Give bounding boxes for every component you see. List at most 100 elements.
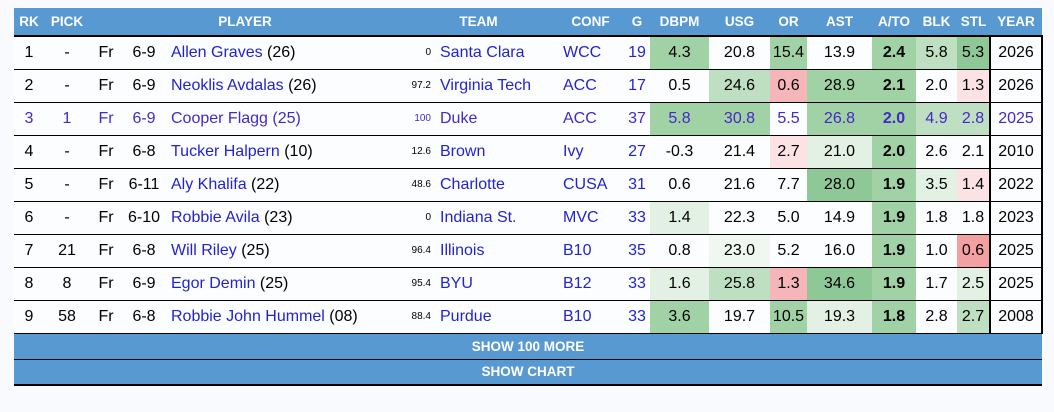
games-link[interactable]: 19: [628, 43, 646, 61]
rank-cell: 7: [14, 234, 44, 268]
team-cell: Charlotte: [434, 168, 557, 202]
height-cell: 6-9: [122, 267, 166, 301]
col-header-rk[interactable]: RK: [14, 8, 44, 37]
col-header-team[interactable]: TEAM: [400, 8, 557, 37]
conf-link[interactable]: B10: [563, 307, 592, 325]
stl-cell: 2.1: [957, 135, 990, 169]
class-cell: Fr: [90, 234, 122, 268]
col-header-ast[interactable]: AST: [807, 8, 872, 37]
percentile-cell: 0: [400, 201, 434, 235]
team-link[interactable]: Charlotte: [440, 175, 505, 193]
col-header-dbpm[interactable]: DBPM: [650, 8, 709, 37]
conf-link[interactable]: ACC: [563, 109, 597, 127]
col-header-blk[interactable]: BLK: [916, 8, 957, 37]
col-header-usg[interactable]: USG: [709, 8, 770, 37]
team-link[interactable]: Purdue: [440, 307, 492, 325]
stl-cell: 2.8: [957, 102, 990, 136]
blk-cell: 2.0: [916, 69, 957, 103]
team-link[interactable]: Virginia Tech: [440, 76, 532, 94]
games-link[interactable]: 27: [628, 142, 646, 160]
col-header-pick[interactable]: PICK: [44, 8, 90, 37]
usg-cell: 22.3: [709, 201, 770, 235]
ast-cell: 13.9: [807, 36, 872, 70]
ato-cell: 1.9: [872, 267, 916, 301]
col-header-year[interactable]: YEAR: [990, 8, 1042, 37]
stl-cell: 1.8: [957, 201, 990, 235]
player-number: (23): [259, 208, 293, 226]
ato-cell: 1.9: [872, 234, 916, 268]
games-cell: 17: [624, 69, 650, 103]
player-cell: Cooper Flagg (25): [166, 102, 400, 136]
team-link[interactable]: Duke: [440, 109, 478, 127]
player-link[interactable]: Robbie Avila: [171, 208, 260, 226]
pick-cell: -: [44, 36, 90, 70]
table-row: 4- Fr 6-8 Tucker Halpern (10) 12.6 Brown Ivy 27…: [14, 135, 1043, 169]
blk-cell: 5.8: [916, 36, 957, 70]
player-link[interactable]: Robbie John Hummel: [171, 307, 325, 325]
percentile-cell: 48.6: [400, 168, 434, 202]
player-link[interactable]: Cooper Flagg: [171, 109, 268, 127]
col-header-stl[interactable]: STL: [957, 8, 990, 37]
pick-cell: -: [44, 168, 90, 202]
player-link[interactable]: Aly Khalifa: [171, 175, 247, 193]
team-link[interactable]: BYU: [440, 274, 473, 292]
games-cell: 33: [624, 267, 650, 301]
height-cell: 6-9: [122, 102, 166, 136]
col-header-conf[interactable]: CONF: [557, 8, 624, 37]
team-cell: Santa Clara: [434, 36, 557, 70]
year-cell: 2022: [989, 168, 1043, 202]
team-link[interactable]: Illinois: [440, 241, 485, 259]
conf-link[interactable]: MVC: [563, 208, 599, 226]
year-cell: 2023: [989, 201, 1043, 235]
or-cell: 10.5: [770, 300, 807, 334]
ast-cell: 14.9: [807, 201, 872, 235]
conf-cell: MVC: [557, 201, 624, 235]
year-cell: 2008: [989, 300, 1043, 334]
year-cell: 2026: [989, 36, 1043, 70]
col-header-or[interactable]: OR: [770, 8, 807, 37]
player-number: (26): [283, 76, 317, 94]
stl-cell: 1.4: [957, 168, 990, 202]
games-link[interactable]: 33: [628, 307, 646, 325]
team-link[interactable]: Indiana St.: [440, 208, 517, 226]
conf-link[interactable]: ACC: [563, 76, 597, 94]
conf-link[interactable]: WCC: [563, 43, 602, 61]
ast-cell: 28.9: [807, 69, 872, 103]
conf-link[interactable]: B10: [563, 241, 592, 259]
dbpm-cell: 1.4: [650, 201, 709, 235]
games-link[interactable]: 35: [628, 241, 646, 259]
usg-cell: 30.8: [709, 102, 770, 136]
col-header-g[interactable]: G: [624, 8, 650, 37]
games-cell: 31: [624, 168, 650, 202]
games-link[interactable]: 33: [628, 208, 646, 226]
player-link[interactable]: Allen Graves: [171, 43, 263, 61]
show-chart-button[interactable]: SHOW CHART: [14, 359, 1042, 386]
games-link[interactable]: 37: [628, 109, 646, 127]
games-link[interactable]: 17: [628, 76, 646, 94]
team-link[interactable]: Santa Clara: [440, 43, 525, 61]
games-link[interactable]: 31: [628, 175, 646, 193]
show-100-more-button[interactable]: SHOW 100 MORE: [14, 333, 1042, 360]
conf-cell: B10: [557, 300, 624, 334]
conf-cell: B10: [557, 234, 624, 268]
player-link[interactable]: Neoklis Avdalas: [171, 76, 284, 94]
player-cell: Robbie Avila (23): [166, 201, 400, 235]
player-link[interactable]: Egor Demin: [171, 274, 256, 292]
conf-cell: ACC: [557, 102, 624, 136]
player-number: (25): [236, 241, 270, 259]
ast-cell: 28.0: [807, 168, 872, 202]
player-cell: Tucker Halpern (10): [166, 135, 400, 169]
col-header-player[interactable]: PLAYER: [90, 8, 400, 37]
player-link[interactable]: Tucker Halpern: [171, 142, 280, 160]
pick-cell: -: [44, 69, 90, 103]
conf-link[interactable]: CUSA: [563, 175, 608, 193]
team-cell: Brown: [434, 135, 557, 169]
games-link[interactable]: 33: [628, 274, 646, 292]
conf-link[interactable]: Ivy: [563, 142, 584, 160]
team-link[interactable]: Brown: [440, 142, 486, 160]
player-link[interactable]: Will Riley: [171, 241, 237, 259]
col-header-ato[interactable]: A/TO: [872, 8, 916, 37]
team-cell: Purdue: [434, 300, 557, 334]
conf-link[interactable]: B12: [563, 274, 592, 292]
percentile-cell: 96.4: [400, 234, 434, 268]
